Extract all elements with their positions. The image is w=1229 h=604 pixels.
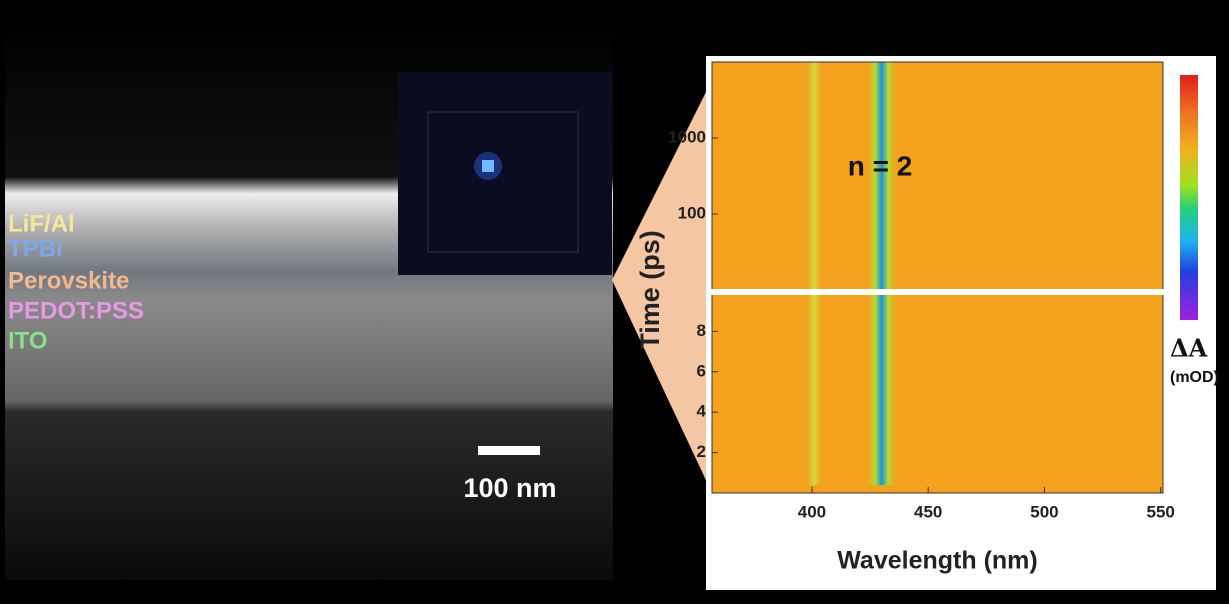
y-tick-label: 2: [697, 442, 706, 461]
x-tick-label: 550: [1146, 502, 1174, 521]
page: 100 nm LiF/AlTPBi Perovskite PEDOT:PSS ITO 4…: [0, 0, 1229, 604]
layer-label: TPBi: [8, 235, 63, 262]
y-tick-label: 6: [697, 361, 706, 380]
layer-label: ITO: [8, 327, 48, 354]
x-axis-label: Wavelength (nm): [837, 547, 1037, 575]
x-tick-label: 500: [1030, 502, 1058, 521]
y-tick-label: 8: [697, 321, 706, 340]
scale-bar: [478, 446, 540, 455]
colorbar: [1180, 75, 1198, 320]
device-photo: [398, 72, 612, 275]
scale-bar-label: 100 nm: [463, 473, 556, 503]
colorbar-label: ΔA: [1170, 334, 1208, 363]
figure: 100 nm LiF/AlTPBi Perovskite PEDOT:PSS ITO 4…: [0, 0, 1229, 604]
signal-band: [865, 62, 898, 485]
y-tick-label: 4: [697, 402, 707, 421]
annotation: n = 2: [848, 150, 913, 181]
y2-tick-label: 1000: [668, 127, 706, 146]
x-tick-label: 400: [798, 502, 826, 521]
layer-label: LiF/Al: [8, 210, 75, 237]
layer-label: Perovskite: [8, 267, 129, 294]
layer-label: PEDOT:PSS: [8, 297, 144, 324]
signal-band: [805, 62, 824, 485]
y2-tick-label: 100: [678, 203, 706, 222]
colorbar-unit: (mOD): [1170, 369, 1219, 386]
y-axis-label: Time (ps): [635, 230, 665, 350]
plot-area: [712, 62, 1163, 493]
glow: [474, 152, 502, 180]
x-tick-label: 450: [914, 502, 942, 521]
axis-break: [706, 289, 1171, 295]
